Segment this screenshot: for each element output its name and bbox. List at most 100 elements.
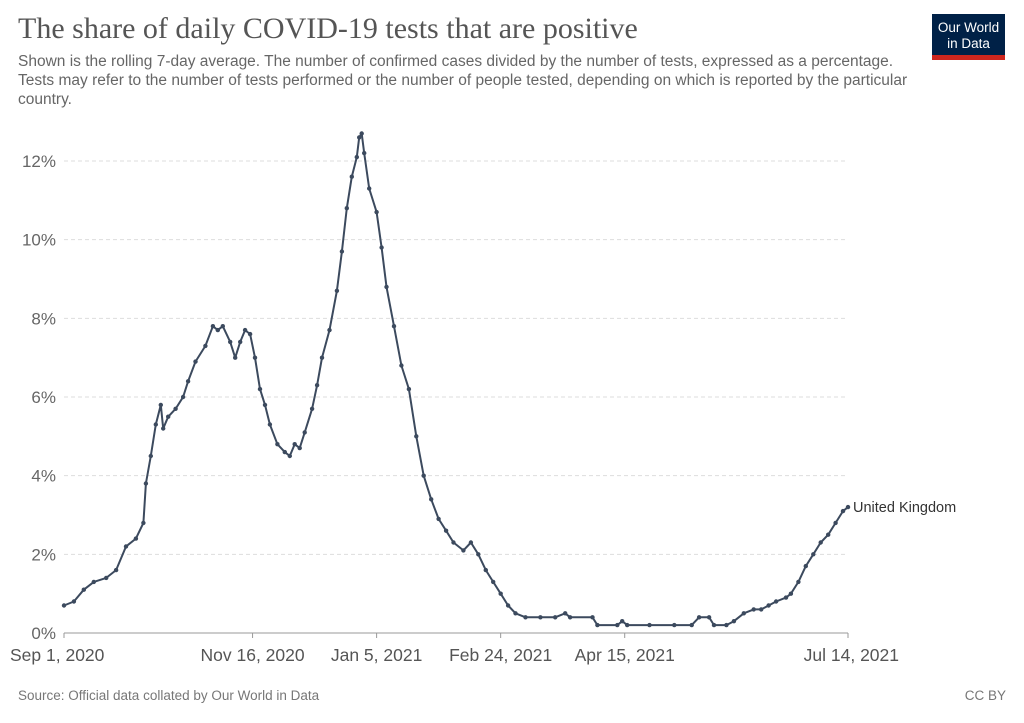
data-point[interactable] bbox=[180, 394, 186, 400]
data-point[interactable] bbox=[302, 430, 307, 435]
data-point[interactable] bbox=[228, 339, 233, 345]
data-point[interactable] bbox=[143, 481, 149, 486]
data-point[interactable] bbox=[104, 575, 109, 581]
data-point[interactable] bbox=[349, 174, 354, 179]
data-point[interactable] bbox=[173, 406, 178, 411]
data-point[interactable] bbox=[215, 327, 220, 333]
data-point[interactable] bbox=[724, 622, 729, 628]
data-point[interactable] bbox=[252, 355, 258, 360]
data-point[interactable] bbox=[505, 603, 511, 608]
data-point[interactable] bbox=[292, 442, 297, 447]
data-point[interactable] bbox=[384, 284, 389, 290]
data-point[interactable] bbox=[61, 603, 67, 608]
data-point[interactable] bbox=[840, 508, 846, 514]
data-point[interactable] bbox=[220, 324, 225, 329]
data-point[interactable] bbox=[374, 209, 379, 215]
data-point[interactable] bbox=[153, 422, 158, 427]
data-point[interactable] bbox=[193, 359, 198, 364]
data-point[interactable] bbox=[275, 442, 280, 447]
data-point[interactable] bbox=[538, 615, 543, 620]
data-point[interactable] bbox=[468, 540, 474, 545]
data-point[interactable] bbox=[233, 355, 238, 360]
data-point[interactable] bbox=[647, 622, 652, 628]
data-point[interactable] bbox=[731, 619, 737, 624]
data-point[interactable] bbox=[354, 154, 359, 160]
data-point[interactable] bbox=[141, 520, 146, 526]
series-line[interactable] bbox=[63, 132, 849, 627]
data-point[interactable] bbox=[133, 536, 139, 541]
data-point[interactable] bbox=[803, 563, 808, 569]
data-point[interactable] bbox=[818, 540, 823, 545]
data-point[interactable] bbox=[783, 595, 789, 600]
data-point[interactable] bbox=[443, 528, 449, 533]
data-point[interactable] bbox=[238, 339, 243, 345]
data-point[interactable] bbox=[297, 445, 302, 451]
data-point[interactable] bbox=[498, 591, 503, 596]
data-point[interactable] bbox=[845, 504, 851, 510]
data-point[interactable] bbox=[282, 449, 287, 455]
data-point[interactable] bbox=[567, 615, 573, 620]
data-point[interactable] bbox=[81, 587, 87, 592]
data-point[interactable] bbox=[759, 607, 764, 612]
data-point[interactable] bbox=[513, 611, 518, 616]
data-point[interactable] bbox=[161, 426, 166, 431]
data-point[interactable] bbox=[615, 622, 620, 628]
data-point[interactable] bbox=[399, 363, 404, 368]
data-point[interactable] bbox=[379, 245, 384, 250]
series-label[interactable]: United Kingdom bbox=[853, 500, 956, 516]
data-point[interactable] bbox=[414, 434, 419, 439]
data-point[interactable] bbox=[696, 615, 702, 620]
data-point[interactable] bbox=[319, 355, 325, 360]
data-point[interactable] bbox=[672, 622, 677, 628]
data-point[interactable] bbox=[287, 453, 292, 459]
data-point[interactable] bbox=[451, 540, 456, 545]
data-point[interactable] bbox=[811, 552, 816, 557]
data-point[interactable] bbox=[766, 603, 771, 608]
data-point[interactable] bbox=[436, 516, 441, 522]
data-point[interactable] bbox=[314, 383, 320, 388]
data-point[interactable] bbox=[553, 615, 558, 620]
data-point[interactable] bbox=[367, 186, 372, 191]
data-point[interactable] bbox=[406, 386, 412, 392]
owid-logo[interactable]: Our World in Data bbox=[932, 14, 1005, 60]
data-point[interactable] bbox=[309, 406, 315, 411]
data-point[interactable] bbox=[91, 579, 97, 585]
data-point[interactable] bbox=[788, 591, 794, 596]
data-point[interactable] bbox=[344, 206, 349, 211]
data-point[interactable] bbox=[476, 552, 481, 557]
data-point[interactable] bbox=[563, 611, 568, 616]
data-point[interactable] bbox=[421, 473, 426, 478]
data-point[interactable] bbox=[71, 599, 77, 604]
data-point[interactable] bbox=[429, 497, 434, 502]
data-point[interactable] bbox=[357, 135, 362, 140]
data-point[interactable] bbox=[706, 615, 712, 620]
data-point[interactable] bbox=[339, 249, 345, 254]
data-point[interactable] bbox=[327, 327, 332, 333]
data-point[interactable] bbox=[833, 520, 838, 526]
data-point[interactable] bbox=[773, 599, 779, 604]
data-point[interactable] bbox=[741, 611, 746, 616]
data-point[interactable] bbox=[185, 379, 191, 384]
data-point[interactable] bbox=[461, 548, 466, 553]
data-point[interactable] bbox=[491, 579, 496, 585]
data-point[interactable] bbox=[203, 343, 208, 349]
data-point[interactable] bbox=[242, 327, 248, 333]
license-link[interactable]: CC BY bbox=[964, 688, 1006, 703]
data-point[interactable] bbox=[590, 615, 595, 620]
data-point[interactable] bbox=[483, 567, 488, 573]
data-point[interactable] bbox=[359, 131, 364, 136]
data-point[interactable] bbox=[334, 288, 340, 293]
source-note[interactable]: Source: Official data collated by Our Wo… bbox=[18, 688, 320, 703]
data-point[interactable] bbox=[262, 402, 268, 408]
data-point[interactable] bbox=[620, 619, 625, 624]
data-point[interactable] bbox=[796, 579, 801, 585]
data-point[interactable] bbox=[158, 402, 163, 408]
data-point[interactable] bbox=[826, 532, 831, 537]
data-point[interactable] bbox=[625, 622, 630, 628]
data-point[interactable] bbox=[595, 622, 600, 628]
data-point[interactable] bbox=[689, 622, 694, 628]
data-point[interactable] bbox=[123, 544, 129, 549]
data-point[interactable] bbox=[113, 567, 119, 573]
data-point[interactable] bbox=[362, 150, 367, 156]
data-point[interactable] bbox=[523, 615, 528, 620]
